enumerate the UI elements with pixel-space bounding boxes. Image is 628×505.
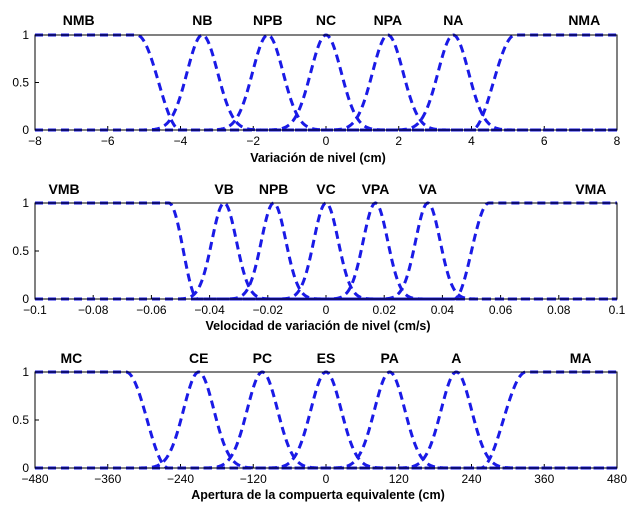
x-tick-label: 240 bbox=[461, 472, 481, 486]
series-group bbox=[35, 201, 617, 301]
series-label-npb: NPB bbox=[253, 12, 283, 28]
series-line-va bbox=[35, 201, 617, 301]
series-label-vpa: VPA bbox=[362, 181, 390, 197]
x-tick-label: −480 bbox=[21, 472, 48, 486]
x-tick-label: 0.1 bbox=[609, 303, 626, 317]
y-tick-label: 0 bbox=[22, 292, 29, 306]
x-tick-label: −240 bbox=[167, 472, 194, 486]
x-tick-label: 0.08 bbox=[547, 303, 571, 317]
x-axis-label: Velocidad de variación de nivel (cm/s) bbox=[205, 319, 430, 333]
x-tick-label: −6 bbox=[101, 134, 115, 148]
series-label-npa: NPA bbox=[374, 12, 403, 28]
series-line-npb bbox=[35, 201, 617, 301]
series-line-nma bbox=[35, 33, 617, 132]
series-line-vmb bbox=[35, 201, 617, 301]
x-tick-label: −2 bbox=[246, 134, 260, 148]
x-tick-label: 8 bbox=[614, 134, 621, 148]
y-tick-label: 0.5 bbox=[12, 413, 29, 427]
series-label-vma: VMA bbox=[575, 181, 606, 197]
series-line-npb bbox=[35, 33, 617, 132]
x-tick-label: 360 bbox=[534, 472, 554, 486]
series-line-ce bbox=[35, 370, 617, 470]
series-line-nb bbox=[35, 33, 617, 132]
series-line-vma bbox=[35, 201, 617, 301]
x-tick-label: −360 bbox=[94, 472, 121, 486]
series-label-vc: VC bbox=[316, 181, 335, 197]
x-tick-label: −8 bbox=[28, 134, 42, 148]
plot-frame bbox=[34, 371, 618, 469]
x-axis-label: Variación de nivel (cm) bbox=[250, 151, 385, 165]
x-tick-label: −120 bbox=[240, 472, 267, 486]
x-tick-label: 480 bbox=[607, 472, 627, 486]
x-tick-label: −0.04 bbox=[194, 303, 225, 317]
series-label-nb: NB bbox=[192, 12, 212, 28]
plot-frame bbox=[34, 202, 618, 300]
x-tick-label: −0.1 bbox=[23, 303, 47, 317]
plot-frame bbox=[34, 34, 618, 131]
series-label-nma: NMA bbox=[568, 12, 600, 28]
x-tick-label: 0 bbox=[323, 303, 330, 317]
series-label-vmb: VMB bbox=[49, 181, 80, 197]
x-tick-label: 6 bbox=[541, 134, 548, 148]
series-label-es: ES bbox=[317, 350, 336, 366]
x-tick-label: 4 bbox=[468, 134, 475, 148]
series-line-pc bbox=[35, 370, 617, 470]
series-line-nc bbox=[35, 33, 617, 132]
series-label-a: A bbox=[451, 350, 461, 366]
x-tick-label: 2 bbox=[395, 134, 402, 148]
x-tick-label: 0.04 bbox=[431, 303, 455, 317]
chart-panel-3: −480 −360 −240 −120 0 120 240 360 480 0 0.5 1 MC CE PC… bbox=[12, 350, 627, 502]
y-tick-label: 0 bbox=[22, 123, 29, 137]
x-tick-label: 0 bbox=[323, 472, 330, 486]
series-line-vb bbox=[35, 201, 617, 301]
series-group bbox=[35, 370, 617, 470]
chart-panel-1: −8 −6 −4 −2 0 2 4 6 8 0 0.5 1 NMB NB NPB NC NPA NA NMA Vari… bbox=[12, 12, 620, 165]
series-line-vc bbox=[35, 201, 617, 301]
x-tick-label: 0.06 bbox=[489, 303, 513, 317]
series-label-pc: PC bbox=[253, 350, 272, 366]
series-label-na: NA bbox=[443, 12, 463, 28]
y-tick-label: 1 bbox=[22, 365, 29, 379]
x-tick-label: −0.08 bbox=[78, 303, 109, 317]
series-line-mc bbox=[35, 370, 617, 470]
x-tick-label: 120 bbox=[389, 472, 409, 486]
series-label-mc: MC bbox=[60, 350, 82, 366]
series-line-npa bbox=[35, 33, 617, 132]
series-line-ma bbox=[35, 370, 617, 470]
chart-panel-2: −0.1 −0.08 −0.06 −0.04 −0.02 0 0.02 0.04 0.06 0.0… bbox=[12, 181, 625, 333]
x-tick-label: 0.02 bbox=[373, 303, 397, 317]
y-tick-label: 1 bbox=[22, 196, 29, 210]
series-label-vb: VB bbox=[214, 181, 233, 197]
series-line-nmb bbox=[35, 33, 617, 132]
series-label-nmb: NMB bbox=[63, 12, 95, 28]
x-tick-label: −4 bbox=[174, 134, 188, 148]
series-line-vpa bbox=[35, 201, 617, 301]
series-label-pa: PA bbox=[380, 350, 398, 366]
series-line-a bbox=[35, 370, 617, 470]
x-tick-label: −0.02 bbox=[253, 303, 284, 317]
x-tick-label: 0 bbox=[323, 134, 330, 148]
series-group bbox=[35, 33, 617, 132]
series-label-npb: NPB bbox=[259, 181, 289, 197]
series-label-ma: MA bbox=[570, 350, 592, 366]
x-axis-label: Apertura de la compuerta equivalente (cm… bbox=[191, 488, 445, 502]
series-line-pa bbox=[35, 370, 617, 470]
y-tick-label: 0.5 bbox=[12, 76, 29, 90]
series-label-ce: CE bbox=[189, 350, 208, 366]
series-label-nc: NC bbox=[316, 12, 336, 28]
y-tick-label: 0.5 bbox=[12, 244, 29, 258]
y-tick-label: 0 bbox=[22, 461, 29, 475]
y-tick-label: 1 bbox=[22, 28, 29, 42]
x-tick-label: −0.06 bbox=[136, 303, 167, 317]
series-line-na bbox=[35, 33, 617, 132]
series-label-va: VA bbox=[419, 181, 437, 197]
series-line-es bbox=[35, 370, 617, 470]
